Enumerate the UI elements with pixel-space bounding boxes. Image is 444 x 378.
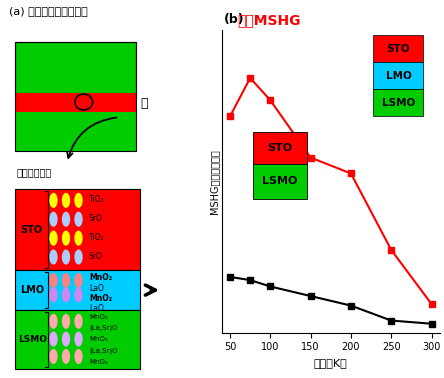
- Circle shape: [74, 273, 83, 288]
- Bar: [15, 93, 136, 112]
- Text: LMO: LMO: [385, 71, 411, 81]
- Text: (b): (b): [224, 13, 245, 26]
- Text: MnO₂: MnO₂: [89, 336, 108, 342]
- Text: LSMO: LSMO: [18, 335, 47, 344]
- Circle shape: [49, 212, 58, 227]
- Text: MnO₂: MnO₂: [89, 359, 108, 365]
- Text: (La,Sr)O: (La,Sr)O: [89, 347, 118, 354]
- Text: STO: STO: [20, 225, 42, 235]
- Circle shape: [74, 287, 83, 302]
- Text: LSMO: LSMO: [382, 98, 415, 108]
- Circle shape: [49, 287, 58, 302]
- Circle shape: [74, 349, 83, 364]
- Text: MnO₂: MnO₂: [89, 314, 108, 320]
- X-axis label: 温度（K）: 温度（K）: [314, 358, 348, 368]
- Circle shape: [62, 287, 70, 302]
- Bar: [373, 62, 424, 89]
- Text: 拡: 拡: [140, 98, 147, 110]
- Text: (a) スピントンネル接合: (a) スピントンネル接合: [8, 6, 87, 15]
- Circle shape: [74, 314, 83, 329]
- Text: 巨大MSHG: 巨大MSHG: [238, 13, 301, 27]
- Bar: [15, 112, 136, 151]
- Text: 傾斜組成界面: 傾斜組成界面: [17, 167, 52, 177]
- Circle shape: [62, 332, 70, 347]
- Text: SrO: SrO: [89, 214, 103, 223]
- Circle shape: [74, 212, 83, 227]
- Bar: [373, 35, 424, 62]
- Text: STO: STO: [387, 43, 410, 54]
- Circle shape: [74, 231, 83, 246]
- Circle shape: [62, 231, 70, 246]
- Text: MnO₂: MnO₂: [89, 273, 112, 282]
- Bar: [253, 132, 307, 164]
- Text: LMO: LMO: [20, 285, 44, 295]
- Circle shape: [49, 231, 58, 246]
- Text: TiO₂: TiO₂: [89, 233, 105, 242]
- Text: (La,Sr)O: (La,Sr)O: [89, 325, 118, 332]
- Y-axis label: MSHG（任意単位）: MSHG（任意単位）: [209, 149, 219, 214]
- Bar: [15, 189, 140, 270]
- Circle shape: [62, 314, 70, 329]
- Text: MnO₂: MnO₂: [89, 294, 112, 303]
- Bar: [15, 42, 136, 93]
- Text: LaO: LaO: [89, 304, 104, 313]
- Bar: [373, 89, 424, 116]
- Circle shape: [74, 249, 83, 265]
- Circle shape: [49, 332, 58, 347]
- Bar: [253, 164, 307, 199]
- Bar: [15, 270, 140, 310]
- Bar: [15, 310, 140, 369]
- Circle shape: [49, 314, 58, 329]
- Text: SrO: SrO: [89, 252, 103, 261]
- Circle shape: [49, 249, 58, 265]
- Text: TiO₂: TiO₂: [89, 195, 105, 204]
- Text: LaO: LaO: [89, 284, 104, 293]
- Text: STO: STO: [267, 143, 293, 153]
- Circle shape: [62, 212, 70, 227]
- Circle shape: [49, 193, 58, 208]
- Bar: [15, 42, 136, 151]
- Circle shape: [74, 193, 83, 208]
- Circle shape: [74, 332, 83, 347]
- Circle shape: [62, 349, 70, 364]
- Circle shape: [49, 349, 58, 364]
- Circle shape: [62, 193, 70, 208]
- Circle shape: [62, 249, 70, 265]
- Circle shape: [62, 273, 70, 288]
- Circle shape: [49, 273, 58, 288]
- Text: LSMO: LSMO: [262, 177, 298, 186]
